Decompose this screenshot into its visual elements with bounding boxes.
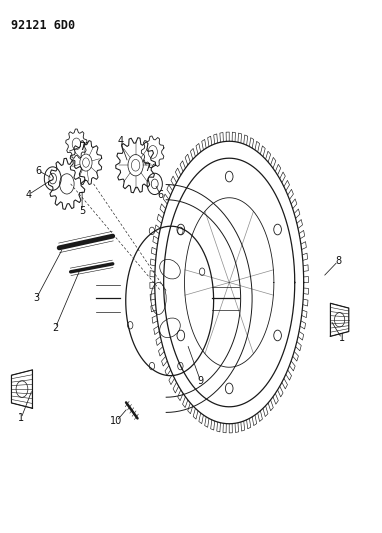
Text: 2: 2 bbox=[52, 323, 58, 333]
Text: 1: 1 bbox=[339, 334, 345, 343]
Text: 7: 7 bbox=[144, 163, 150, 173]
Text: 92121 6D0: 92121 6D0 bbox=[11, 19, 76, 31]
Text: 5: 5 bbox=[79, 206, 85, 215]
Text: 9: 9 bbox=[197, 376, 204, 386]
Text: 7: 7 bbox=[79, 142, 85, 151]
Text: 3: 3 bbox=[33, 294, 39, 303]
Text: 4: 4 bbox=[117, 136, 123, 146]
Text: 10: 10 bbox=[110, 416, 123, 426]
Text: 8: 8 bbox=[335, 256, 341, 266]
Text: 4: 4 bbox=[26, 190, 32, 199]
Text: 6: 6 bbox=[35, 166, 41, 175]
Text: 1: 1 bbox=[18, 414, 24, 423]
Text: 6: 6 bbox=[157, 190, 163, 199]
